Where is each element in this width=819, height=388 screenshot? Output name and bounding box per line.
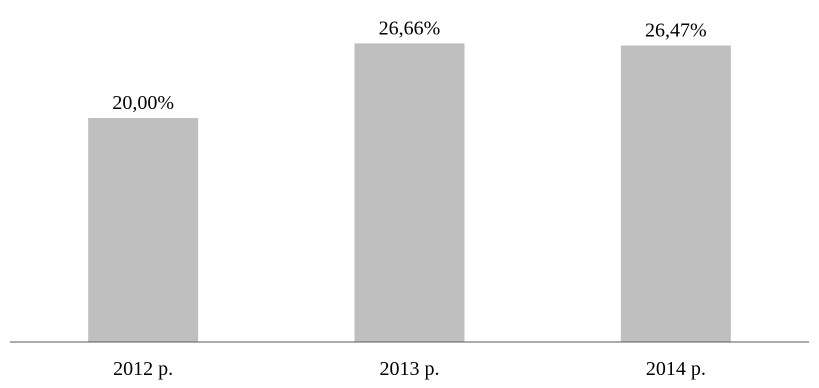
data-label-3: 26,47% — [645, 20, 707, 42]
bar-3 — [620, 45, 731, 342]
x-tick-labels-group: 2012 р. 2013 р. 2014 р. — [113, 358, 706, 380]
x-tick-label-3: 2014 р. — [646, 358, 706, 380]
x-tick-label-2: 2013 р. — [380, 358, 440, 380]
data-labels-group: 20,00% 26,66% 26,47% — [112, 17, 706, 114]
data-label-1: 20,00% — [112, 92, 174, 114]
bar-1 — [88, 118, 199, 342]
bar-2 — [354, 43, 465, 343]
x-tick-label-1: 2012 р. — [113, 358, 173, 380]
data-label-2: 26,66% — [379, 17, 441, 39]
bars-group — [88, 43, 731, 343]
